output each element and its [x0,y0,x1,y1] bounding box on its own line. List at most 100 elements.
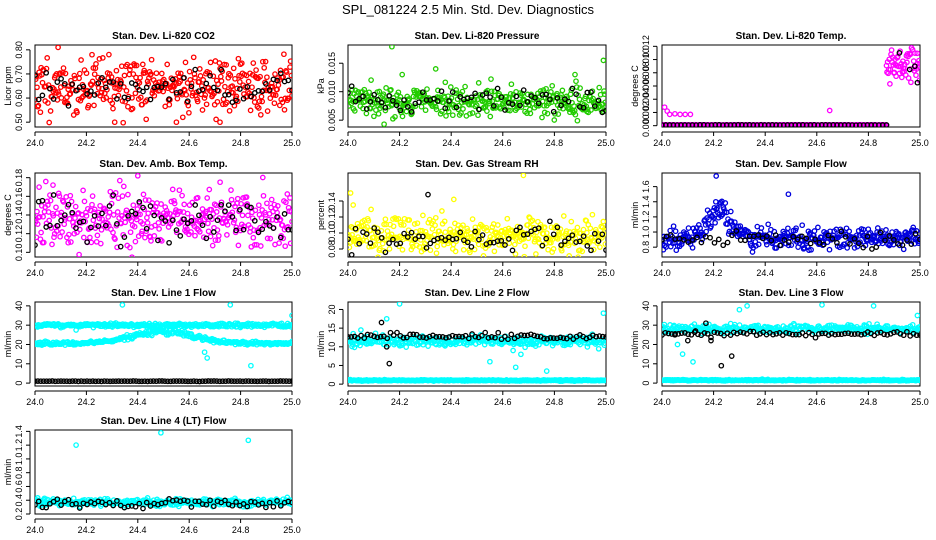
point-main [275,82,282,88]
point-main [35,102,42,109]
point-main [804,244,811,251]
point-main [383,85,389,91]
point-main [419,227,426,234]
point-overlay [228,378,235,384]
x-tick-label: 24.8 [860,268,878,278]
point-main [171,197,177,204]
y-tick-label: 10 [327,342,337,352]
point-main [603,337,606,344]
point-main [480,253,487,257]
point-main [689,244,696,251]
point-main [177,208,183,215]
point-main [383,315,390,322]
point-overlay [242,378,249,384]
point-overlay [58,378,64,384]
point-overlay [92,378,99,385]
point-main [592,234,598,240]
point-main [437,231,444,238]
point-upper [227,302,234,308]
point-main [182,59,189,66]
point-main [522,243,528,250]
point-overlay [535,225,542,232]
point-overlay [61,378,67,385]
point-main [259,98,266,105]
point-main [449,112,456,119]
point-main [381,121,387,127]
point-overlay [283,378,290,384]
point-overlay [829,236,836,242]
point-main [200,77,207,83]
point-overlay [348,83,355,90]
point-main [539,114,545,121]
point-main [45,100,51,106]
point-main [286,87,292,94]
x-tick-label: 24.0 [26,138,44,148]
point-main [177,70,184,77]
point-overlay [890,237,897,243]
point-overlay [364,331,371,338]
point-main [132,90,139,97]
point-overlay [352,225,359,232]
point-tail [887,81,893,87]
point-main [35,221,41,227]
point-main [189,92,196,99]
point-main [503,93,510,100]
point-overlay [485,335,492,341]
point-overlay [101,378,108,384]
point-overlay [580,104,587,111]
point-overlay [547,96,553,103]
point-main [432,66,439,72]
point-main [488,76,494,82]
point-main [218,199,225,206]
point-upper [289,322,292,328]
point-main [896,230,902,237]
point-overlay [47,85,53,92]
point-main [744,303,750,309]
point-main [365,217,372,224]
point-overlay [260,378,266,384]
point-main [138,230,145,237]
point-overlay [199,378,206,385]
point-overlay [375,96,381,103]
x-tick-label: 24.6 [180,138,198,148]
point-main [49,84,56,91]
point-overlay [266,378,272,385]
point-overlay [99,74,105,81]
point-main [46,217,53,224]
x-tick-label: 24.0 [26,268,44,278]
point-overlay [207,72,213,79]
point-overlay [233,97,239,104]
point-main [110,105,116,112]
point-main [194,98,201,105]
point-main [587,225,594,232]
point-overlay [698,239,705,246]
point-main [287,64,292,70]
point-overlay [348,89,351,96]
point-main [89,201,95,208]
point-main [866,320,872,327]
point-main [544,110,551,117]
point-overlay [488,334,495,340]
point-overlay [211,378,217,384]
point-overlay [91,212,98,219]
y-tick-label: 15 [327,323,337,333]
point-main [845,322,851,328]
point-main [399,71,406,78]
point-main [541,224,548,231]
point-main [785,191,792,198]
point-overlay [777,242,783,249]
point-overlay [419,233,426,240]
point-overlay [205,378,212,384]
point-overlay [106,79,113,85]
point-main [47,197,54,204]
point-main [368,206,374,213]
point-overlay [87,378,93,385]
point-overlay [162,80,169,87]
point-main [450,196,457,203]
point-overlay [259,88,266,95]
y-tick-label: 0.18 [14,169,24,187]
point-main [66,231,72,238]
y-axis-label: ml/min [630,202,640,229]
panel-title: Stan. Dev. Li-820 Pressure [415,31,540,42]
